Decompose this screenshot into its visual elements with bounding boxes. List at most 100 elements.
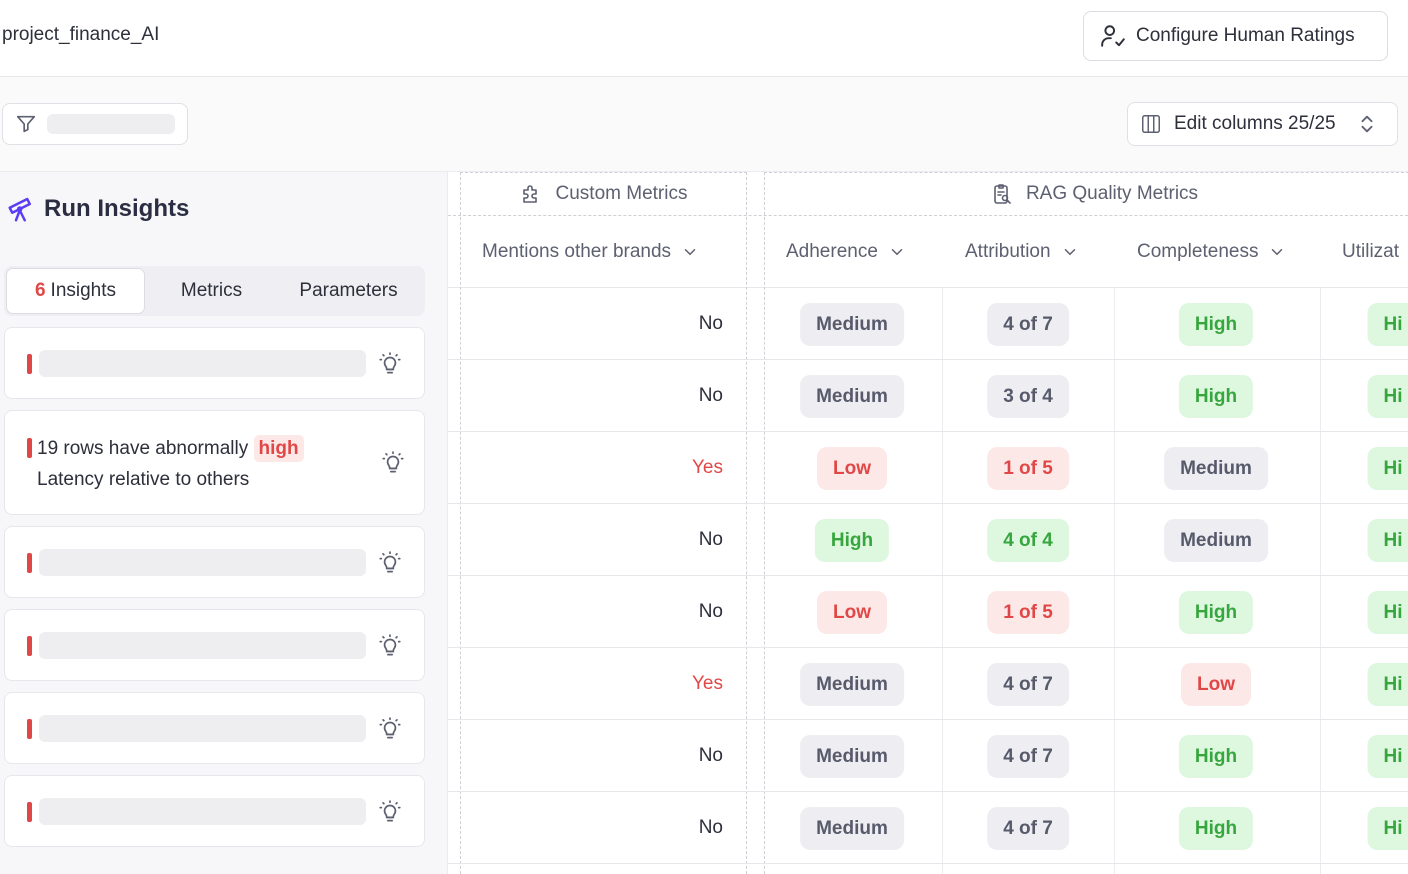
column-divider — [460, 172, 461, 874]
column-divider — [1114, 288, 1115, 874]
run-insights-panel: Run Insights 6 Insights Metrics Paramete… — [0, 172, 448, 874]
insight-skeleton — [39, 350, 366, 377]
table-row[interactable]: Yes Medium 4 of 7 Low Hi — [448, 648, 1408, 720]
columns-icon — [1142, 115, 1160, 133]
util-badge: Hi — [1367, 519, 1408, 562]
edit-columns-button[interactable]: Edit columns 25/25 — [1127, 102, 1398, 146]
column-divider — [746, 172, 747, 874]
adherence-badge: Medium — [800, 807, 904, 850]
column-divider — [942, 288, 943, 874]
severity-indicator — [27, 636, 32, 656]
adherence-badge: High — [814, 519, 890, 562]
mentions-other-brands-cell: No — [698, 745, 723, 766]
mentions-other-brands-cell: No — [698, 817, 723, 838]
adherence-badge: Low — [817, 447, 887, 490]
attribution-badge: 1 of 5 — [987, 447, 1069, 490]
results-table: Custom Metrics RAG Quality Metrics Menti… — [448, 172, 1408, 874]
table-row[interactable]: No Medium 4 of 7 High Hi — [448, 792, 1408, 864]
rag-quality-metrics-label: RAG Quality Metrics — [1025, 183, 1199, 204]
column-header-label: Adherence — [786, 240, 878, 262]
telescope-icon — [8, 197, 31, 222]
insights-count: 6 — [34, 280, 46, 301]
util-badge: Hi — [1367, 591, 1408, 634]
util-badge: Hi — [1367, 807, 1408, 850]
util-badge: Hi — [1367, 735, 1408, 778]
util-badge: Hi — [1367, 375, 1408, 418]
tab-insights[interactable]: 6 Insights — [6, 268, 145, 314]
filter-input[interactable] — [2, 103, 188, 145]
mentions-other-brands-cell: No — [698, 385, 723, 406]
lightbulb-icon[interactable] — [377, 633, 403, 659]
insight-skeleton — [39, 632, 366, 659]
filter-icon — [16, 115, 36, 133]
adherence-badge: Low — [817, 591, 887, 634]
insight-text: 19 rows have abnormally high Latency rel… — [37, 433, 347, 495]
configure-human-ratings-button[interactable]: Configure Human Ratings — [1083, 11, 1388, 61]
column-header-row — [448, 215, 1408, 288]
run-insights-title: Run Insights — [44, 195, 190, 222]
lightbulb-icon[interactable] — [377, 550, 403, 576]
table-row[interactable]: No High 4 of 4 Medium Hi — [448, 504, 1408, 576]
tab-metrics[interactable]: Metrics — [149, 268, 274, 314]
insights-tab-bar: 6 Insights Metrics Parameters — [4, 266, 425, 316]
column-header-label: Mentions other brands — [482, 240, 672, 262]
clipboard-search-icon — [994, 184, 1011, 204]
attribution-badge: 4 of 7 — [987, 303, 1069, 346]
table-row[interactable]: No Medium 3 of 4 High Hi — [448, 360, 1408, 432]
mentions-other-brands-cell: Yes — [692, 457, 723, 478]
table-row[interactable]: No Medium 4 of 7 High Hi — [448, 288, 1408, 360]
severity-indicator — [27, 553, 32, 573]
tab-metrics-label: Metrics — [180, 280, 243, 301]
mentions-other-brands-cell: No — [698, 601, 723, 622]
column-divider — [764, 172, 765, 874]
table-row[interactable]: No Medium 4 of 7 High Hi — [448, 720, 1408, 792]
attribution-badge: 4 of 4 — [987, 519, 1069, 562]
adherence-badge: Medium — [800, 735, 904, 778]
chevron-down-icon — [891, 248, 903, 255]
filter-placeholder-skeleton — [47, 114, 175, 134]
insight-card[interactable] — [4, 327, 425, 399]
adherence-badge: Medium — [800, 663, 904, 706]
table-row[interactable]: No Low 1 of 5 High Hi — [448, 576, 1408, 648]
filter-row: Edit columns 25/25 — [0, 77, 1408, 172]
run-insights-heading: Run Insights — [6, 194, 189, 224]
insight-card[interactable] — [4, 692, 425, 764]
attribution-badge: 4 of 7 — [987, 735, 1069, 778]
tab-parameters[interactable]: Parameters — [276, 268, 421, 314]
lightbulb-icon[interactable] — [377, 799, 403, 825]
top-bar: project_finance_AI Configure Human Ratin… — [0, 0, 1408, 77]
insight-text-prefix: 19 rows have abnormally — [37, 438, 249, 459]
util-badge: Hi — [1367, 447, 1408, 490]
column-header-utilization[interactable]: Utilizat — [1342, 215, 1399, 288]
completeness-badge: High — [1178, 303, 1254, 346]
column-header-adherence[interactable]: Adherence — [786, 215, 906, 288]
insight-card[interactable] — [4, 775, 425, 847]
lightbulb-icon[interactable] — [377, 716, 403, 742]
severity-indicator — [27, 802, 32, 822]
completeness-badge: High — [1178, 807, 1254, 850]
insight-skeleton — [39, 798, 366, 825]
adherence-badge: Medium — [800, 375, 904, 418]
severity-indicator — [27, 719, 32, 739]
adherence-badge: Medium — [800, 303, 904, 346]
chevron-down-icon — [1064, 248, 1075, 255]
lightbulb-icon[interactable] — [380, 450, 406, 476]
completeness-badge: High — [1178, 735, 1254, 778]
tab-insights-label: Insights — [50, 280, 117, 301]
completeness-badge: Low — [1181, 663, 1251, 706]
column-header-attribution[interactable]: Attribution — [965, 215, 1079, 288]
insight-card[interactable] — [4, 609, 425, 681]
mentions-other-brands-cell: No — [698, 313, 723, 334]
column-header-completeness[interactable]: Completeness — [1137, 215, 1286, 288]
insight-card[interactable] — [4, 526, 425, 598]
severity-indicator — [27, 438, 32, 458]
lightbulb-icon[interactable] — [377, 351, 403, 377]
configure-button-label: Configure Human Ratings — [1136, 25, 1355, 46]
custom-metrics-label: Custom Metrics — [555, 183, 688, 204]
insight-card-latency[interactable]: 19 rows have abnormally high Latency rel… — [4, 410, 425, 515]
custom-metrics-group-header: Custom Metrics — [460, 172, 747, 215]
severity-indicator — [27, 354, 32, 374]
table-row[interactable]: Yes Low 1 of 5 Medium Hi — [448, 432, 1408, 504]
insight-skeleton — [39, 549, 366, 576]
column-header-mentions-other-brands[interactable]: Mentions other brands — [482, 215, 699, 288]
